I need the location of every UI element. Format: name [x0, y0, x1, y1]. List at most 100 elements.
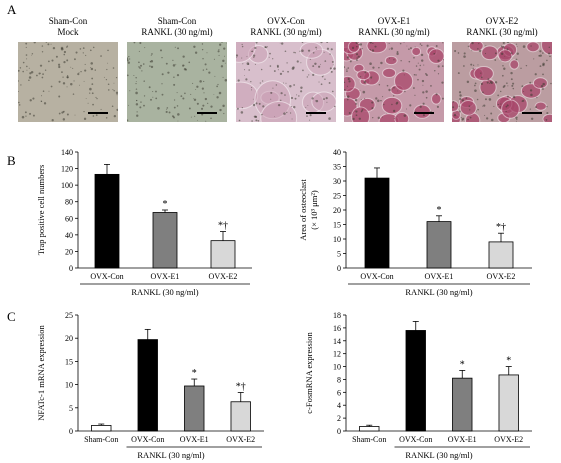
cell-speck — [515, 116, 518, 119]
category-label: OVX-E1 — [151, 272, 180, 281]
y-tick-label: 80 — [65, 198, 73, 207]
stained-osteoclast — [468, 42, 484, 52]
cell-speck — [41, 45, 44, 47]
panel-letter-a: A — [7, 2, 17, 17]
cell-speck — [547, 52, 551, 55]
cell-speck — [264, 46, 267, 49]
cell-speck — [285, 82, 287, 84]
cell-speck — [489, 80, 492, 83]
stained-osteoclast — [452, 100, 460, 113]
y-tick-label: 25 — [65, 311, 73, 320]
cell-speck — [500, 103, 502, 105]
chart-osteoclast-area: 0 5 10 15 20 25 30 35 40 Area of osteoclast (× 10³… — [298, 148, 532, 297]
cell-speck — [375, 97, 378, 100]
cell-speck — [502, 46, 505, 49]
cell-speck — [346, 85, 348, 87]
cell-speck — [402, 69, 405, 72]
cell-speck — [478, 49, 482, 53]
cell-speck — [272, 87, 274, 89]
stained-osteoclast — [479, 78, 497, 97]
cell-speck — [84, 63, 86, 66]
bar — [426, 221, 452, 269]
cell-speck — [50, 85, 53, 88]
cell-speck — [83, 80, 85, 82]
bar — [364, 177, 390, 269]
cell-speck — [200, 107, 204, 110]
cell-speck — [84, 69, 87, 72]
micrograph-label-line1: OVX-Con — [267, 16, 305, 26]
cell-speck — [73, 80, 75, 82]
cell-speck — [116, 94, 118, 96]
cell-speck — [419, 43, 422, 45]
micrograph-cells — [452, 42, 552, 122]
category-label: OVX-Con — [90, 272, 123, 281]
cell-speck — [299, 50, 301, 52]
cell-speck — [494, 52, 497, 55]
cell-speck — [157, 107, 160, 110]
cell-speck — [193, 98, 197, 102]
cell-speck — [347, 67, 350, 69]
significance-marker: * — [506, 356, 511, 367]
cell-speck — [502, 42, 505, 45]
stained-osteoclast — [481, 45, 499, 61]
cell-speck — [293, 105, 296, 109]
y-tick-label: 6 — [337, 388, 341, 397]
cell-speck — [244, 69, 246, 71]
category-label: OVX-E1 — [425, 272, 454, 281]
cell-speck — [435, 45, 438, 47]
cell-speck — [437, 73, 440, 75]
cell-speck — [133, 42, 136, 44]
cell-speck — [108, 89, 110, 91]
cell-speck — [291, 118, 293, 120]
cell-speck — [360, 98, 362, 100]
cell-speck — [95, 114, 98, 117]
cell-speck — [166, 107, 169, 109]
cell-speck — [190, 93, 192, 95]
cell-speck — [516, 46, 518, 48]
cell-speck — [175, 63, 177, 65]
micrograph-label: Sham-Con Mock — [18, 16, 118, 38]
cell-speck — [61, 71, 63, 74]
cell-speck — [18, 69, 20, 72]
cell-speck — [62, 82, 66, 85]
cell-speck — [328, 82, 331, 84]
cell-speck — [369, 62, 372, 65]
cell-speck — [144, 47, 146, 49]
cell-speck — [326, 47, 330, 50]
cell-speck — [220, 65, 224, 68]
cell-speck — [383, 103, 385, 106]
bar — [230, 401, 251, 432]
y-tick-label: 35 — [333, 163, 341, 172]
cell-speck — [469, 116, 472, 119]
cell-speck — [422, 84, 424, 86]
cell-speck — [236, 57, 238, 58]
cell-speck — [542, 73, 544, 76]
cell-speck — [372, 66, 375, 69]
stained-osteoclast — [236, 81, 259, 110]
y-tick-label: 30 — [333, 177, 341, 186]
cell-speck — [236, 54, 239, 57]
cell-speck — [224, 62, 226, 64]
cell-speck — [28, 76, 32, 79]
cell-speck — [149, 60, 152, 63]
cell-speck — [296, 94, 298, 96]
cell-speck — [82, 52, 84, 54]
category-label: OVX-E2 — [209, 272, 238, 281]
cell-speck — [222, 76, 224, 78]
cell-speck — [161, 56, 163, 59]
cell-speck — [483, 104, 486, 107]
cell-speck — [302, 69, 304, 72]
cell-speck — [255, 119, 258, 122]
cell-speck — [397, 90, 399, 92]
cell-speck — [462, 117, 465, 120]
cell-speck — [113, 90, 115, 92]
cell-speck — [529, 81, 532, 84]
cell-speck — [471, 50, 473, 52]
cell-speck — [79, 48, 82, 50]
cell-speck — [107, 83, 110, 86]
cell-speck — [222, 104, 225, 108]
cell-speck — [262, 105, 265, 108]
cell-speck — [330, 70, 333, 73]
cell-speck — [62, 76, 64, 78]
cell-speck — [251, 50, 254, 53]
